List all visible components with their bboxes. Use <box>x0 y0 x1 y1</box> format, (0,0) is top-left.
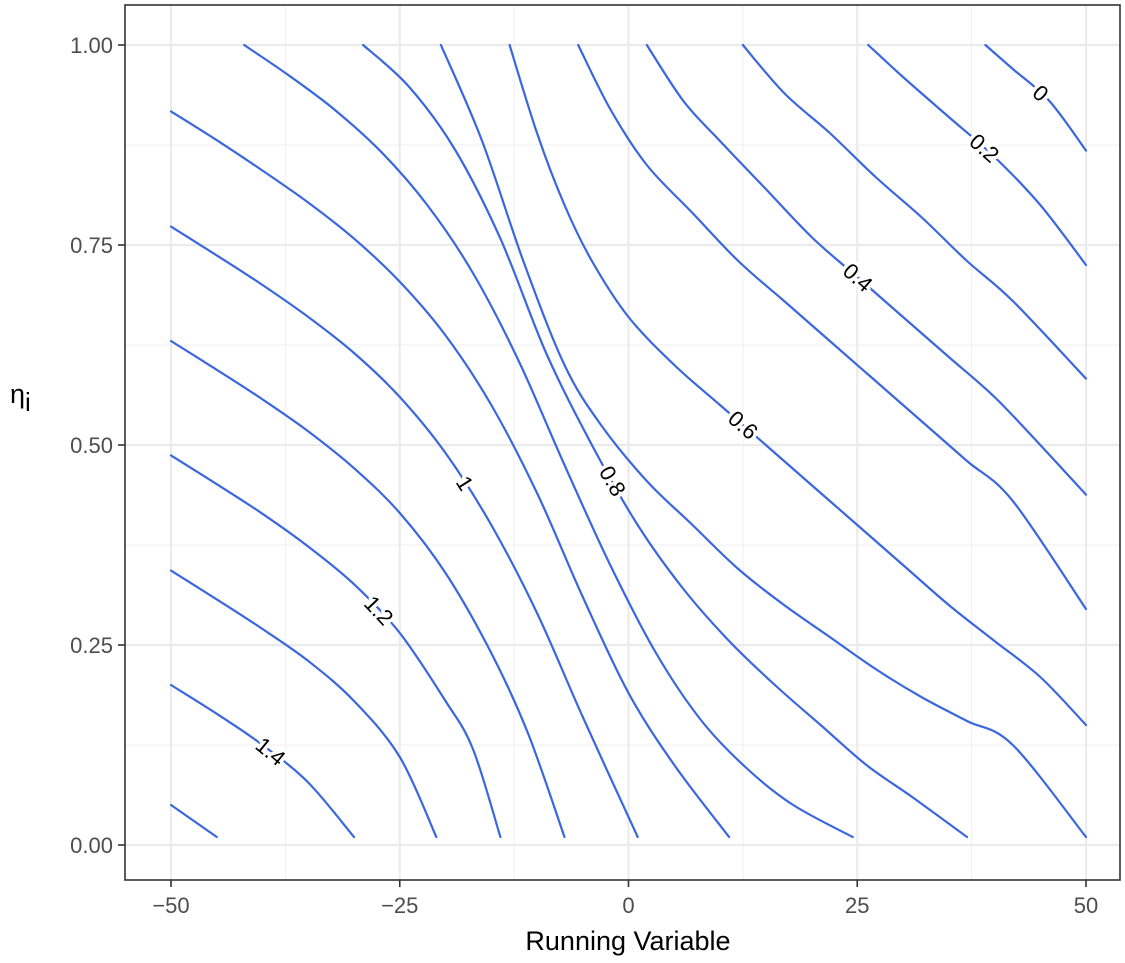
contour-line <box>741 43 1088 380</box>
contour-line <box>577 43 1088 611</box>
contour-line <box>984 43 1088 152</box>
x-tick-label: 50 <box>1074 893 1098 918</box>
contour-line <box>169 454 502 839</box>
contour-lines <box>169 43 1088 839</box>
y-tick-label: 1.00 <box>70 33 113 58</box>
panel-border <box>124 4 1121 881</box>
contour-line <box>169 339 566 839</box>
x-tick-label: −25 <box>381 893 418 918</box>
y-tick-label: 0.75 <box>70 233 113 258</box>
contour-line <box>169 569 438 839</box>
y-axis-title: ηi <box>10 379 31 417</box>
contour-line <box>867 43 1088 267</box>
panel-background <box>125 5 1120 880</box>
contour-line <box>169 683 356 839</box>
axis-ticks: −50 −25 0 25 50 0.00 0.25 0.50 0.75 1.00 <box>70 33 1098 918</box>
y-axis-title-main: η <box>10 379 25 409</box>
x-axis-title: Running Variable <box>525 926 730 956</box>
contour-line <box>243 43 854 839</box>
x-tick-label: 25 <box>845 893 869 918</box>
contour-line <box>169 110 731 839</box>
y-axis-title-subscript: i <box>25 387 31 417</box>
y-tick-label: 0.00 <box>70 833 113 858</box>
y-tick-label: 0.25 <box>70 633 113 658</box>
contour-line <box>508 43 1088 727</box>
contour-line <box>362 43 969 839</box>
y-tick-label: 0.50 <box>70 433 113 458</box>
contour-line <box>169 225 639 839</box>
contour-line <box>645 43 1088 496</box>
grid <box>125 5 1120 880</box>
x-tick-label: 0 <box>622 893 634 918</box>
contour-line <box>169 803 218 839</box>
x-tick-label: −50 <box>152 893 189 918</box>
contour-line <box>439 43 1088 839</box>
